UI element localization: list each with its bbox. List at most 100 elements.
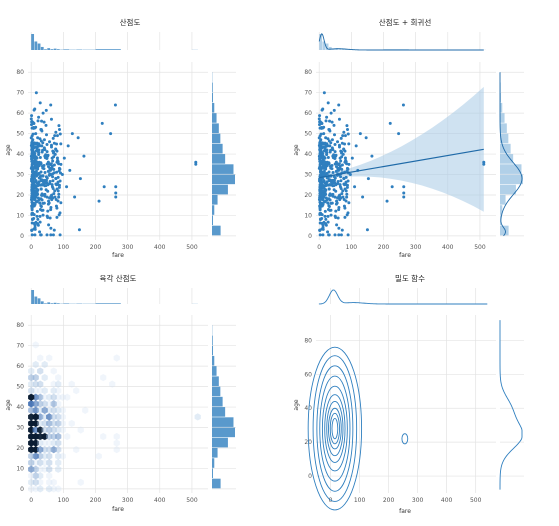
hexbin-cell xyxy=(28,393,35,401)
hist-bar xyxy=(212,154,226,164)
scatter-point xyxy=(322,220,326,224)
scatter-point xyxy=(365,228,369,232)
hexbin-cell xyxy=(55,452,62,460)
hexbin-cell xyxy=(77,426,84,434)
x-tick-label: 500 xyxy=(186,497,198,504)
scatter-point xyxy=(55,215,59,219)
hist-bar xyxy=(212,133,221,144)
scatter-point xyxy=(48,140,52,144)
kde-line xyxy=(499,72,523,237)
scatter-point xyxy=(321,227,325,231)
scatter-point xyxy=(337,233,341,237)
scatter-point xyxy=(47,201,51,205)
x-tick-label: 500 xyxy=(474,244,486,251)
hist-bar xyxy=(500,225,509,236)
scatter-point xyxy=(52,163,56,167)
plot-area xyxy=(28,315,208,493)
hexbin-cell xyxy=(46,432,53,441)
scatter-point xyxy=(343,134,347,138)
scatter-point xyxy=(326,214,330,218)
hist-bar xyxy=(212,427,235,438)
y-axis-label: age xyxy=(5,399,12,410)
scatter-point xyxy=(329,208,333,212)
scatter-point xyxy=(58,233,62,237)
density-contour xyxy=(324,394,346,463)
scatter-point xyxy=(77,228,81,232)
scatter-point xyxy=(370,154,374,158)
scatter-point xyxy=(323,214,327,218)
hist-bar xyxy=(212,205,215,215)
hexbin-cell xyxy=(37,446,44,454)
scatter-point xyxy=(34,200,38,204)
y-tick-label: 40 xyxy=(304,405,312,412)
scatter-point xyxy=(318,233,322,237)
scatter-point xyxy=(344,158,348,162)
scatter-point xyxy=(341,195,345,199)
density-contour xyxy=(312,355,358,502)
scatter-point xyxy=(37,151,41,155)
scatter-point xyxy=(334,169,338,173)
y-axis-label: age xyxy=(293,144,300,155)
hexbin-cell xyxy=(28,406,35,414)
scatter-point xyxy=(102,185,106,189)
scatter-point xyxy=(333,156,337,160)
scatter-point xyxy=(364,136,368,140)
hexbin-cell xyxy=(50,387,57,395)
hexbin-cell xyxy=(28,432,35,441)
scatter-point xyxy=(42,167,46,171)
scatter-point xyxy=(366,177,370,181)
scatter-point xyxy=(52,171,56,175)
scatter-point xyxy=(30,159,34,163)
x-tick-label: 200 xyxy=(378,244,390,251)
scatter-point xyxy=(42,120,46,124)
scatter-point xyxy=(41,111,45,115)
scatter-point xyxy=(46,189,50,193)
hist-bar xyxy=(500,174,523,185)
scatter-point xyxy=(335,201,339,205)
scatter-point xyxy=(49,162,53,166)
density-contour xyxy=(316,365,354,492)
scatter-point xyxy=(321,162,325,166)
hexbin-cell xyxy=(50,380,57,388)
scatter-point xyxy=(82,154,86,158)
hexbin-cell xyxy=(50,485,57,493)
hist-bar xyxy=(319,34,323,50)
scatter-point xyxy=(30,191,34,195)
x-tick-label: 500 xyxy=(186,244,198,251)
hist-bar xyxy=(47,302,51,304)
scatter-point xyxy=(49,145,53,149)
hexbin-cell xyxy=(41,374,48,382)
scatter-point xyxy=(39,197,43,201)
scatter-point xyxy=(347,201,351,205)
hexbin-cell xyxy=(55,459,62,467)
hexbin-cell xyxy=(41,465,48,473)
hexbin-cell xyxy=(55,374,62,382)
top-marginal-area xyxy=(28,288,208,304)
scatter-point xyxy=(43,170,47,174)
hist-bar xyxy=(212,82,213,93)
scatter-point xyxy=(337,208,341,212)
scatter-point xyxy=(344,180,348,184)
hist-bar xyxy=(31,290,35,304)
density-contour xyxy=(321,385,348,472)
scatter-point xyxy=(51,149,55,153)
hexbin-cell xyxy=(41,426,48,434)
hexbin-cell xyxy=(113,439,120,447)
scatter-point xyxy=(30,114,34,118)
scatter-point xyxy=(322,132,326,136)
scatter-point xyxy=(44,153,48,157)
scatter-point xyxy=(53,152,57,156)
hexbin-cell xyxy=(113,432,120,441)
scatter-point xyxy=(346,128,349,132)
scatter-point xyxy=(328,178,332,182)
scatter-point xyxy=(346,167,350,171)
y-tick-label: 80 xyxy=(304,337,312,344)
y-tick-label: 20 xyxy=(16,192,24,199)
scatter-point xyxy=(324,223,328,227)
hist-bar xyxy=(212,174,235,185)
scatter-point xyxy=(73,195,77,199)
scatter-point xyxy=(39,128,43,132)
hexbin-cell xyxy=(41,393,48,401)
scatter-point xyxy=(324,167,328,171)
scatter-point xyxy=(31,217,35,221)
